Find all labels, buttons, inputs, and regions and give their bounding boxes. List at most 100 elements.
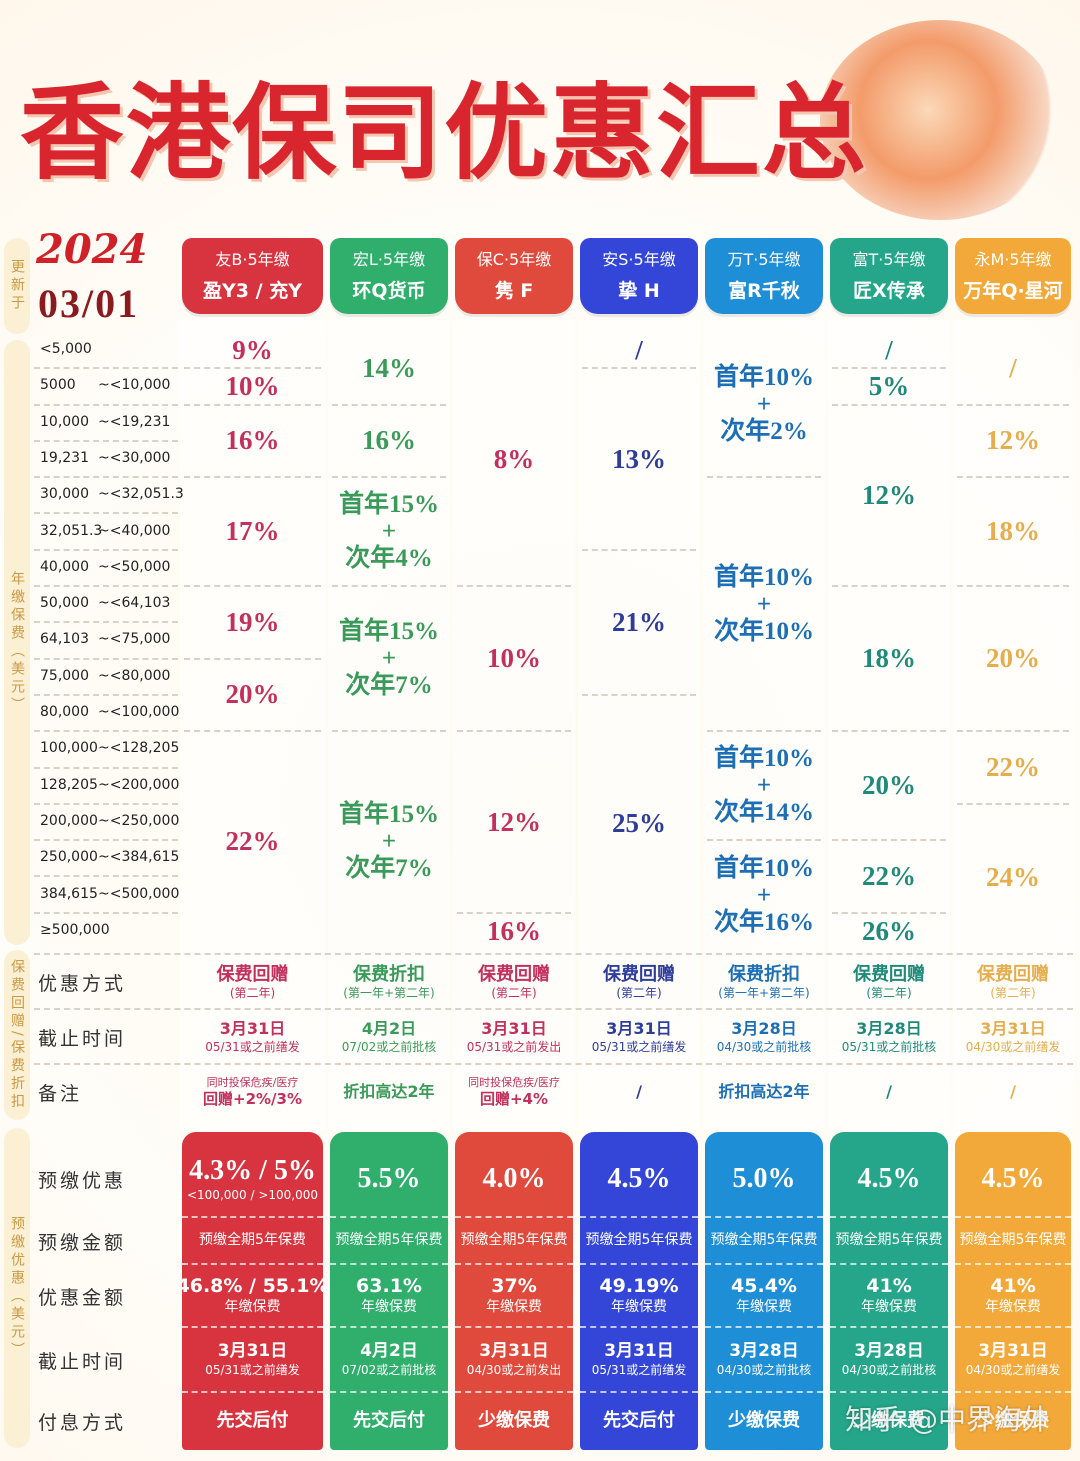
- product-header: 友B·5年缴 盈Y3 / 充Y: [182, 238, 323, 314]
- product-header: 永M·5年缴 万年Q·星河: [955, 238, 1071, 314]
- offer-text: 保费回赠: [478, 964, 550, 985]
- prepay-card: [705, 1132, 823, 1450]
- offer-text: (第二年): [616, 986, 662, 1001]
- band-to: ~<75,000: [98, 631, 171, 648]
- premium-band: ≥500,000: [34, 914, 178, 950]
- prepay-cell: 4.5%: [580, 1140, 698, 1218]
- rate-text: 17%: [225, 516, 280, 547]
- rate-cell: 24%: [957, 805, 1069, 950]
- rate-text: 首年10%: [713, 745, 814, 773]
- prepay-cell: 4.5%: [830, 1140, 948, 1218]
- offer-cell: 3月28日 04/30或之前批核: [703, 1010, 825, 1065]
- rate-text: 8%: [493, 443, 535, 474]
- rate-text: 26%: [862, 916, 916, 947]
- prepay-cell: 5.5%: [330, 1140, 448, 1218]
- prepay-cell: 41% 年缴保费: [955, 1265, 1071, 1328]
- prepay-text: 3月31日: [479, 1341, 549, 1362]
- offer-text: 05/31或之前缮发: [205, 1040, 300, 1055]
- prepay-cell: 4月2日 07/02或之前批核: [330, 1328, 448, 1393]
- prepay-text: 少缴保费: [728, 1410, 800, 1432]
- rate-text: 22%: [986, 752, 1040, 783]
- band-from: 5000: [40, 377, 76, 394]
- prepay-text: 4.0%: [482, 1162, 546, 1194]
- date: 03/01: [38, 281, 140, 326]
- rate-cell: 12%: [957, 406, 1069, 479]
- column-bg: [453, 320, 575, 1130]
- prepay-cell: 5.0%: [705, 1140, 823, 1218]
- offer-text: (第一年+第二年): [718, 986, 810, 1001]
- offer-text: 回赠+2%/3%: [203, 1089, 302, 1108]
- product-header: 保C·5年缴隽 F: [455, 238, 573, 314]
- prepay-text: 预缴全期5年保费: [959, 1231, 1067, 1248]
- band-from: 100,000: [40, 740, 98, 757]
- offer-text: /: [886, 1082, 892, 1102]
- rate-cell: /: [582, 333, 696, 370]
- premium-band: 75,000 ~<80,000: [34, 660, 178, 696]
- band-from: 19,231: [40, 449, 89, 466]
- offer-cell: 3月28日 05/31或之前批核: [828, 1010, 950, 1065]
- rate-text: 首年15%: [338, 618, 439, 646]
- offer-cell: 保费回赠 (第二年): [180, 955, 325, 1010]
- rate-text: 首年15%: [338, 491, 439, 519]
- prepay-cell: 45.4% 年缴保费: [705, 1265, 823, 1328]
- premium-band: <5,000: [34, 333, 178, 370]
- offer-cell: 3月31日 05/31或之前缮发: [578, 1010, 700, 1065]
- offer-text: 回赠+4%: [479, 1089, 549, 1108]
- prepay-cell: 预缴全期5年保费: [455, 1218, 573, 1265]
- company: 永M·5年缴: [974, 250, 1052, 269]
- band-from: 250,000: [40, 849, 98, 866]
- rate-cell: 首年10% + 次年16%: [707, 841, 821, 950]
- prepay-cell: 少缴保费: [830, 1393, 948, 1450]
- column-bg: [578, 320, 700, 1130]
- prepay-cell: 3月31日 04/30或之前缮发: [955, 1328, 1071, 1393]
- band-to: ~<64,103: [98, 595, 171, 612]
- row-label: 付息方式: [38, 1412, 127, 1434]
- band-to: ~<40,000: [98, 522, 171, 539]
- plan: 匠X传承: [853, 280, 925, 302]
- rate-cell: 20%: [184, 660, 321, 733]
- column-bg: [828, 320, 950, 1130]
- offer-text: 保费回赠: [216, 964, 289, 985]
- prepay-text: 少缴保费: [977, 1410, 1049, 1432]
- rate-text: 次年10%: [713, 617, 814, 645]
- prepay-cell: 3月28日 04/30或之前批核: [830, 1328, 948, 1393]
- rate-cell: 16%: [457, 914, 571, 950]
- prepay-text: 年缴保费: [736, 1298, 792, 1315]
- rate-text: /: [635, 334, 643, 365]
- offer-text: 3月31日: [219, 1019, 286, 1039]
- offer-text: 05/31或之前批核: [841, 1040, 937, 1055]
- band-from: 40,000: [40, 558, 89, 575]
- offer-text: 3月28日: [731, 1019, 797, 1039]
- side-label: 预缴优惠（美元）: [4, 1128, 30, 1448]
- offer-text: (第二年): [491, 986, 537, 1001]
- prepay-text: 年缴保费: [611, 1298, 667, 1315]
- year: 2024: [36, 226, 148, 273]
- offer-cell: 保费折扣 (第一年+第二年): [703, 955, 825, 1010]
- prepay-card: [830, 1132, 948, 1450]
- column-bg: [180, 320, 325, 1130]
- prepay-cell: 49.19% 年缴保费: [580, 1265, 698, 1328]
- rate-cell: 8%: [457, 333, 571, 588]
- rate-cell: 25%: [582, 696, 696, 950]
- row-label: 优惠方式: [38, 973, 127, 995]
- column-bg: [703, 320, 825, 1130]
- premium-band: 30,000 ~<32,051.3: [34, 478, 184, 515]
- rate-text: +: [756, 590, 772, 618]
- prepay-cell: 3月28日 04/30或之前批核: [705, 1328, 823, 1393]
- prepay-cell: 少缴保费: [705, 1393, 823, 1450]
- band-to: ~<32,051.3: [98, 486, 184, 503]
- rate-cell: 17%: [184, 478, 321, 588]
- rate-cell: /: [957, 333, 1069, 406]
- offer-text: 3月28日: [856, 1019, 922, 1039]
- premium-band: 200,000 ~<250,000: [34, 805, 179, 842]
- product-header: 富T·5年缴 匠X传承: [830, 238, 948, 314]
- row-label: 预缴金额: [38, 1232, 127, 1254]
- rate-cell: 19%: [184, 587, 321, 660]
- rate-cell: 20%: [957, 587, 1069, 733]
- prepay-cell: 少缴保费: [455, 1393, 573, 1450]
- rate-text: 9%: [232, 334, 273, 365]
- rate-cell: 22%: [184, 732, 321, 950]
- side-label: 保费回赠/保费折扣: [4, 950, 30, 1120]
- premium-band: 19,231 ~<30,000: [34, 442, 178, 479]
